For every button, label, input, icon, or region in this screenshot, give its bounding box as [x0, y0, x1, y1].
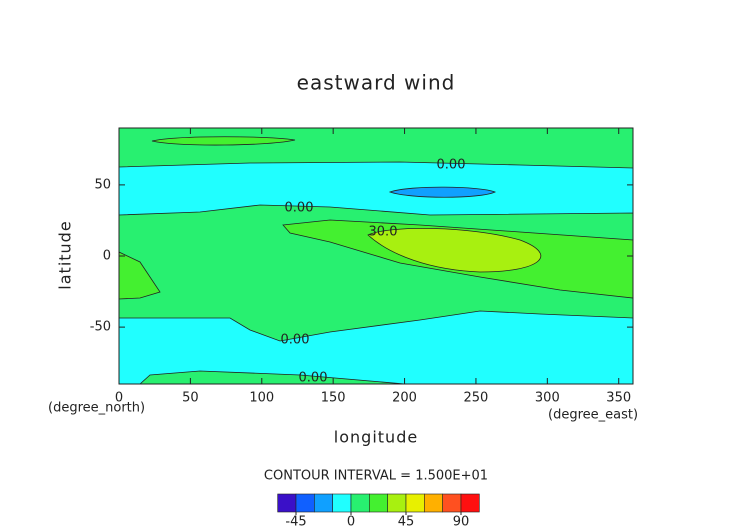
- colorbar-box: [442, 493, 462, 513]
- colorbar-tick-label: 45: [398, 515, 415, 530]
- x-tick-label: 100: [249, 391, 274, 406]
- colorbar-box: [460, 493, 480, 513]
- x-tick-label: 150: [321, 391, 346, 406]
- colorbar-box: [295, 493, 315, 513]
- y-unit: (degree_north): [48, 401, 145, 416]
- x-tick-label: 50: [182, 391, 199, 406]
- colorbar-box: [350, 493, 370, 513]
- y-axis-label: latitude: [56, 220, 75, 289]
- chart-title: eastward wind: [297, 71, 456, 95]
- contour-line: [151, 136, 296, 146]
- contour-label: 30.0: [369, 225, 398, 240]
- y-tick-label: 50: [94, 177, 111, 192]
- colorbar-tick-label: 0: [347, 515, 355, 530]
- x-unit: (degree_east): [548, 408, 638, 423]
- contour-region: [390, 187, 495, 198]
- colorbar-box: [424, 493, 443, 513]
- contour-label: 0.00: [281, 333, 310, 348]
- contour-line: [367, 227, 542, 273]
- colorbar-box: [332, 493, 352, 513]
- x-tick-label: 350: [606, 391, 631, 406]
- x-tick-label: 0: [115, 391, 123, 406]
- y-tick-label: 0: [103, 249, 111, 264]
- contour-region: [152, 136, 295, 146]
- contour-line: [388, 186, 497, 198]
- colorbar-box: [405, 493, 425, 513]
- y-tick-label: -50: [90, 320, 111, 335]
- colorbar-tick-label: 90: [453, 515, 470, 530]
- colorbar-tick-label: -45: [285, 515, 306, 530]
- contour-line: [282, 219, 634, 299]
- x-axis-label: longitude: [334, 428, 418, 447]
- x-tick-label: 200: [392, 391, 417, 406]
- contour-label: 0.00: [299, 371, 328, 386]
- contour-label: 0.00: [285, 201, 314, 216]
- colorbar-box: [387, 493, 407, 513]
- x-tick-label: 300: [535, 391, 560, 406]
- contour-region: [140, 371, 405, 384]
- contour-line: [118, 204, 634, 342]
- contour-interval: CONTOUR INTERVAL = 1.500E+01: [264, 469, 488, 484]
- contour-label: 0.00: [437, 158, 466, 173]
- colorbar-box: [314, 493, 333, 513]
- x-tick-label: 250: [464, 391, 489, 406]
- contour-region: [119, 252, 160, 299]
- contour-region: [368, 228, 541, 272]
- colorbar-box: [369, 493, 388, 513]
- colorbar-box: [277, 493, 297, 513]
